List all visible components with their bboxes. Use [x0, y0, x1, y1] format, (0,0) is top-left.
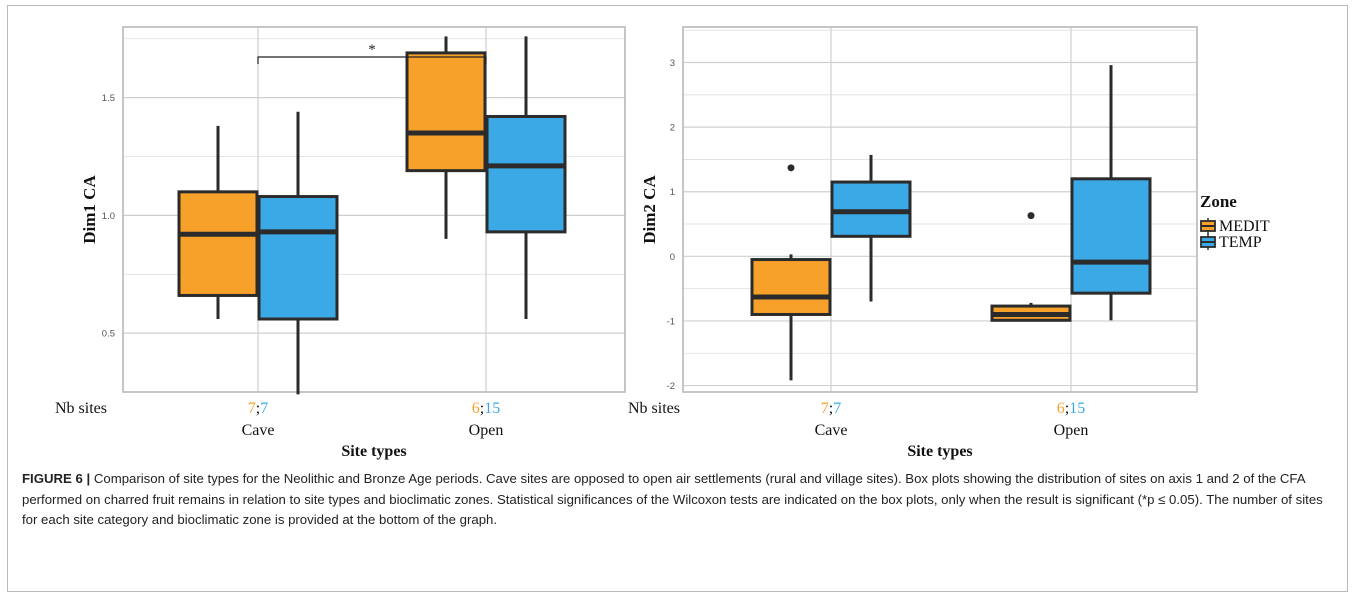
y-tick-label: 3: [670, 58, 675, 69]
box-temp-cave: [257, 111, 339, 395]
box-medit-cave: [177, 125, 259, 319]
box-medit-open: [405, 36, 487, 239]
legend-label: MEDIT: [1219, 218, 1270, 235]
x-tick-label: Cave: [242, 422, 275, 439]
x-tick-label: Open: [469, 422, 504, 439]
nb-sites-medit: 7: [248, 400, 256, 417]
legend-item-medit: MEDIT: [1200, 218, 1270, 235]
y-axis-label: Dim2 CA: [640, 175, 659, 244]
y-tick-label: 0: [670, 252, 675, 263]
significance-star: *: [368, 42, 376, 58]
y-tick-label: 1: [670, 187, 675, 198]
panel-border: [682, 26, 1198, 393]
box-temp-open: [1070, 65, 1152, 321]
outlier-point: [787, 164, 795, 172]
box-medit-open: [990, 212, 1072, 322]
nb-sites-medit: 6: [472, 400, 480, 417]
legend-label: TEMP: [1219, 234, 1262, 251]
nb-sites-sep: ;: [480, 400, 484, 417]
box-body: [750, 258, 832, 316]
y-axis-label: Dim1 CA: [80, 175, 99, 244]
nb-sites-temp: 7: [833, 400, 841, 417]
x-tick-label: Open: [1054, 422, 1089, 439]
legend-title: Zone: [1200, 192, 1237, 211]
legend-item-temp: TEMP: [1200, 234, 1262, 251]
box-body: [485, 114, 567, 234]
y-tick-label: 1.0: [102, 211, 115, 222]
box-medit-cave: [750, 164, 832, 381]
caption-text: Comparison of site types for the Neolith…: [22, 471, 1323, 527]
y-tick-label: 1.5: [102, 93, 115, 104]
figure-label: FIGURE 6 |: [22, 471, 91, 486]
box-body: [257, 195, 339, 321]
nb-sites-label: Nb sites: [55, 400, 107, 417]
nb-sites-temp: 15: [484, 400, 500, 417]
box-body: [1070, 177, 1152, 295]
box-body: [405, 51, 487, 173]
nb-sites-cave: 7;7: [821, 400, 841, 417]
nb-sites-open: 6;15: [1057, 400, 1085, 417]
box-temp-cave: [830, 154, 912, 302]
x-tick-label: Cave: [815, 422, 848, 439]
panel-border: [122, 26, 626, 393]
box-body: [830, 180, 912, 238]
nb-sites-sep: ;: [1065, 400, 1069, 417]
y-tick-label: -2: [667, 381, 675, 392]
outlier-point: [1027, 212, 1035, 220]
nb-sites-medit: 7: [821, 400, 829, 417]
nb-sites-sep: ;: [829, 400, 833, 417]
y-tick-label: -1: [667, 316, 675, 327]
nb-sites-label: Nb sites: [628, 400, 680, 417]
figure-caption: FIGURE 6 | Comparison of site types for …: [22, 469, 1334, 531]
nb-sites-open: 6;15: [472, 400, 500, 417]
nb-sites-sep: ;: [256, 400, 260, 417]
box-temp-open: [485, 36, 567, 319]
x-axis-label: Site types: [907, 443, 972, 460]
x-axis-label: Site types: [341, 443, 406, 460]
y-tick-label: 0.5: [102, 329, 115, 340]
box-body: [177, 190, 259, 297]
nb-sites-cave: 7;7: [248, 400, 268, 417]
significance-bracket: [257, 56, 487, 64]
y-tick-label: 2: [670, 123, 675, 134]
nb-sites-medit: 6: [1057, 400, 1065, 417]
nb-sites-temp: 7: [260, 400, 268, 417]
nb-sites-temp: 15: [1069, 400, 1085, 417]
